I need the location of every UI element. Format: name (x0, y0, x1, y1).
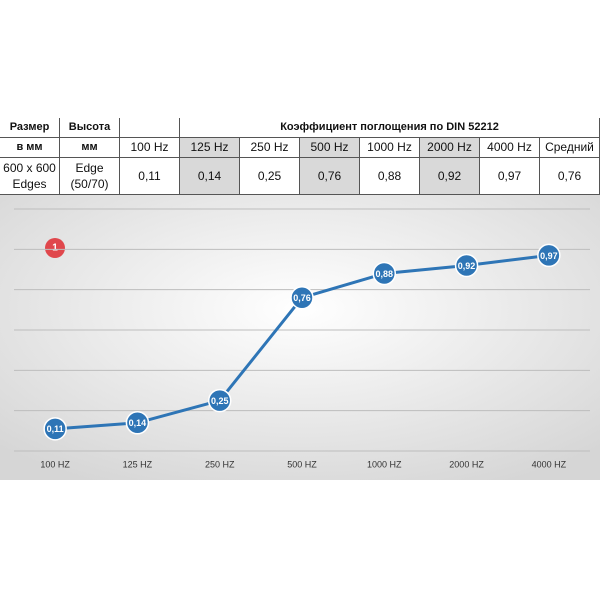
unit-cell: 250 Hz (240, 138, 300, 158)
data-cell: 0,97 (480, 158, 540, 195)
x-tick-label: 1000 HZ (367, 459, 402, 469)
data-cell: 0,25 (240, 158, 300, 195)
badge-circle (45, 238, 65, 258)
point (207, 388, 232, 413)
point (372, 261, 397, 286)
point (290, 285, 314, 310)
data-cell: 0,92 (420, 158, 480, 195)
data-cell: 0,76 (300, 158, 360, 195)
chart: 1 100 HZ 125 HZ 250 HZ 500 HZ 1000 HZ 2000 HZ… (0, 195, 600, 480)
data-cell: 0,76 (540, 158, 600, 195)
data-label: 0,76 (293, 293, 311, 303)
data-label: 0,97 (540, 251, 558, 261)
data-label: 0,92 (458, 261, 476, 271)
x-tick-label: 4000 HZ (532, 459, 567, 469)
header-cell: Коэффициент поглощения по DIN 52212 (180, 118, 600, 138)
unit-cell: 100 Hz (120, 138, 180, 158)
header-cell: Размер (0, 118, 60, 138)
unit-cell: Средний (540, 138, 600, 158)
unit-cell: 1000 Hz (360, 138, 420, 158)
header-cell: Высота (60, 118, 120, 138)
x-tick-label: 2000 HZ (449, 459, 484, 469)
badge: 1 (52, 243, 58, 254)
data-cell: Edge (50/70) (60, 158, 120, 195)
data-cell: 0,88 (360, 158, 420, 195)
point (43, 417, 67, 441)
point (537, 243, 561, 268)
data-label: 0,11 (47, 424, 64, 434)
unit-cell: 2000 Hz (420, 138, 480, 158)
unit-cell: 500 Hz (300, 138, 360, 158)
unit-cell: в мм (0, 138, 60, 158)
x-tick-label: 125 HZ (123, 459, 153, 469)
unit-cell: мм (60, 138, 120, 158)
data-cell: 600 x 600 Edges (0, 158, 60, 195)
x-tick-label: 500 HZ (287, 459, 317, 469)
point (454, 253, 479, 278)
x-tick-label: 100 HZ (40, 459, 70, 469)
header-cell (120, 118, 180, 138)
data-cell: 0,14 (180, 158, 240, 195)
point (125, 411, 150, 435)
data-label: 0,88 (376, 269, 394, 279)
data-cell: 0,11 (120, 158, 180, 195)
unit-cell: 125 Hz (180, 138, 240, 158)
data-label: 0,25 (211, 396, 229, 406)
x-tick-label: 250 HZ (205, 459, 235, 469)
chart-background (0, 195, 600, 480)
data-label: 0,14 (129, 418, 147, 428)
unit-cell: 4000 Hz (480, 138, 540, 158)
